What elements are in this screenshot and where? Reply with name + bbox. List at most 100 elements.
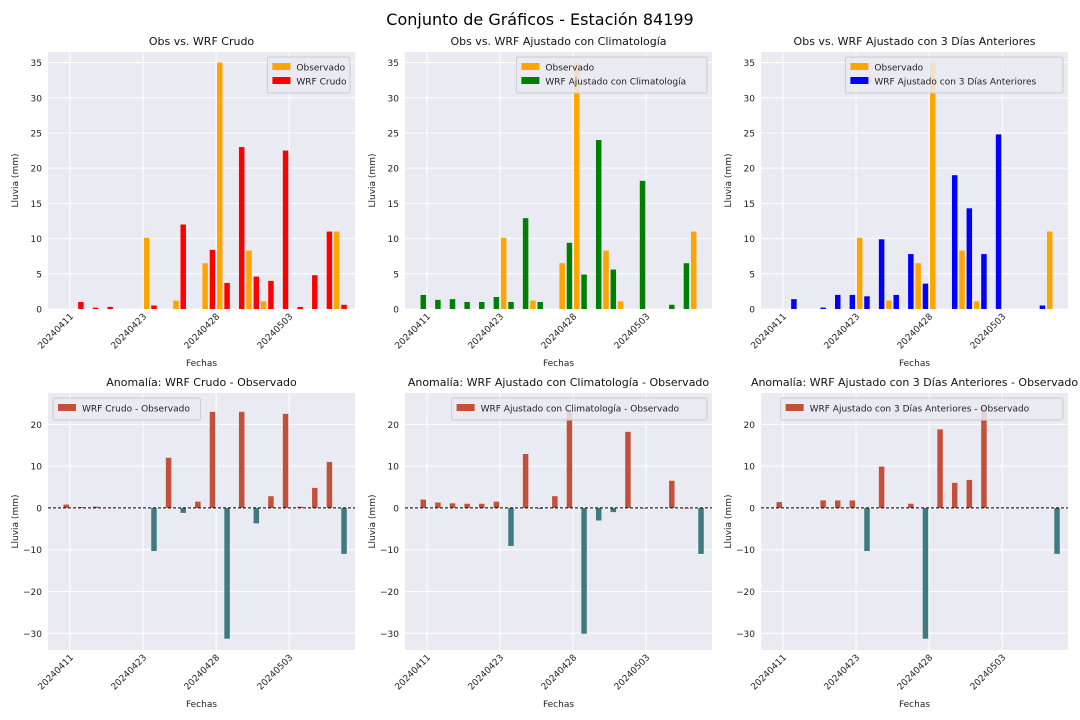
y-tick-label: 20 <box>744 421 756 431</box>
bar <box>217 62 223 309</box>
legend: Observado WRF Ajustado con 3 Días Anterio… <box>844 56 1064 94</box>
y-tick-label: 0 <box>393 504 399 514</box>
y-tick-label: −10 <box>736 546 755 556</box>
bar <box>479 301 485 309</box>
bar <box>209 249 216 309</box>
y-axis-label: Lluvia (mm) <box>724 154 734 208</box>
bar <box>566 242 573 309</box>
bar <box>224 507 230 639</box>
y-tick-label: 25 <box>388 129 399 139</box>
x-tick-label: 20240503 <box>613 653 652 692</box>
bar <box>864 507 870 551</box>
bar <box>625 431 631 508</box>
bar <box>420 499 427 508</box>
y-tick-label: −30 <box>380 630 399 640</box>
legend-swatch <box>58 404 76 411</box>
legend-label: WRF Ajustado con Climatología <box>545 78 686 88</box>
legend-label: WRF Crudo <box>296 78 347 88</box>
x-tick-label: 20240503 <box>969 312 1008 351</box>
bar <box>341 304 347 309</box>
y-tick-label: 20 <box>744 165 756 175</box>
x-tick-label: 20240411 <box>394 653 433 692</box>
bar <box>878 239 885 309</box>
legend: Observado WRF Crudo <box>266 56 351 94</box>
plot-area <box>48 393 355 650</box>
legend-swatch <box>850 63 869 70</box>
bar <box>173 300 179 309</box>
bar <box>238 411 245 508</box>
bar <box>297 506 303 508</box>
bar <box>1039 305 1046 309</box>
bar <box>849 294 856 309</box>
bar <box>312 487 318 508</box>
y-tick-label: 10 <box>744 235 756 245</box>
plot-area <box>761 393 1068 650</box>
y-tick-label: 0 <box>749 306 755 316</box>
y-tick-label: 35 <box>388 59 399 69</box>
bar <box>537 301 543 309</box>
y-tick-label: 20 <box>31 165 43 175</box>
x-tick-label: 20240503 <box>256 312 295 351</box>
bar <box>908 503 914 508</box>
y-tick-label: 35 <box>744 59 755 69</box>
bar <box>937 429 943 508</box>
bar <box>522 218 529 309</box>
bar <box>333 231 340 309</box>
legend-label: WRF Ajustado con 3 Días Anteriores - Obs… <box>810 405 1030 415</box>
bar <box>581 274 587 309</box>
legend-box <box>266 56 351 94</box>
bar <box>864 296 870 309</box>
y-axis-label: Lluvia (mm) <box>368 154 378 208</box>
bar <box>246 250 252 309</box>
x-tick-label: 20240423 <box>110 653 149 692</box>
y-axis-label: Lluvia (mm) <box>11 495 21 549</box>
bar <box>107 306 113 309</box>
bar <box>253 276 260 309</box>
x-axis-label: Fechas <box>899 359 930 369</box>
plot-area <box>405 52 712 309</box>
y-tick-label: 10 <box>388 463 400 473</box>
legend-swatch <box>521 77 540 84</box>
bar <box>143 237 150 309</box>
bar <box>195 501 201 508</box>
bar <box>922 507 929 639</box>
y-tick-label: 35 <box>31 59 42 69</box>
legend-label: WRF Ajustado con 3 Días Anteriores <box>874 78 1036 88</box>
bar <box>500 237 507 309</box>
x-tick-label: 20240423 <box>467 312 506 351</box>
bar <box>981 406 987 508</box>
bar <box>92 506 99 508</box>
bar <box>835 294 841 309</box>
y-tick-label: 10 <box>31 463 43 473</box>
chart-title: Obs vs. WRF Crudo <box>149 35 255 48</box>
bar <box>886 300 892 309</box>
bar <box>995 134 1002 309</box>
bar <box>617 301 624 309</box>
bar <box>326 231 333 309</box>
x-tick-label: 20240428 <box>183 653 223 693</box>
plot-area <box>761 52 1068 309</box>
bar <box>915 263 921 309</box>
bar <box>493 501 500 508</box>
y-axis-label: Lluvia (mm) <box>368 495 378 549</box>
bar <box>435 299 441 309</box>
bar <box>698 507 704 554</box>
y-tick-label: 5 <box>36 270 42 280</box>
y-axis-label: Lluvia (mm) <box>11 154 21 208</box>
bar <box>268 280 274 309</box>
bar <box>522 454 529 508</box>
chart-title: Anomalía: WRF Ajustado con Climatología … <box>408 376 710 389</box>
y-tick-label: −30 <box>736 630 755 640</box>
bar <box>835 500 841 508</box>
bar <box>238 147 245 309</box>
chart-title: Anomalía: WRF Crudo - Observado <box>106 376 297 389</box>
bar <box>574 62 580 309</box>
legend-swatch <box>785 404 804 411</box>
y-tick-label: 25 <box>31 129 42 139</box>
bar <box>209 411 216 508</box>
y-tick-label: 0 <box>36 504 42 514</box>
bar <box>180 224 186 309</box>
bar <box>552 496 558 508</box>
bar <box>493 297 500 309</box>
legend-label: Observado <box>545 64 594 74</box>
